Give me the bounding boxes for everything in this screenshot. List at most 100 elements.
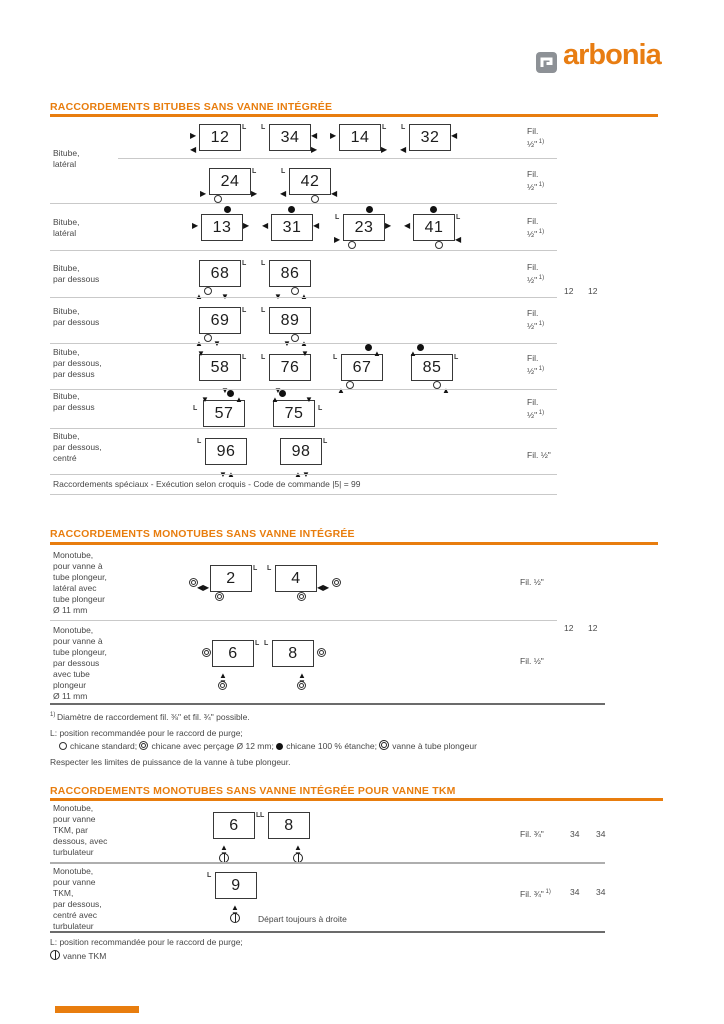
footnote-text: Raccordements spéciaux - Exécution selon… xyxy=(53,479,361,489)
row-label: Bitube, par dessous, par dessus xyxy=(53,347,102,379)
diagram-box: 9 xyxy=(215,872,257,899)
footnote-ref: 1) xyxy=(50,712,58,718)
footnote-text: Départ toujours à droite xyxy=(258,914,347,924)
purge-position-label xyxy=(197,431,201,447)
diagram-box: 42 xyxy=(289,168,331,195)
arrow-up-icon xyxy=(373,344,381,360)
diagram-box: 98 xyxy=(280,438,322,465)
row-label: Monotube, pour vanne à tube plongeur, pa… xyxy=(53,625,107,701)
purge-position-label xyxy=(456,207,460,223)
purge-position-label xyxy=(261,300,265,316)
purge-position-label xyxy=(323,431,327,447)
radiator-diagram: 34 xyxy=(257,116,347,178)
open-circle-icon xyxy=(291,287,299,295)
fil-size-label: Fil. ½" xyxy=(520,577,544,587)
open-circle-icon xyxy=(311,195,319,203)
fil-size-label: Fil. ½" 1) xyxy=(527,262,545,285)
arrow-left-icon xyxy=(190,140,196,156)
arrow-left-icon xyxy=(451,126,457,142)
row-divider xyxy=(50,474,557,475)
footnote-ref: 1) xyxy=(537,320,545,327)
diagram-box: 68 xyxy=(199,260,241,287)
arrow-right-icon xyxy=(323,578,329,594)
row-label: Monotube, pour vanne TKM, par dessous, c… xyxy=(53,866,102,931)
section-title: RACCORDEMENTS MONOTUBES SANS VANNE INTÉG… xyxy=(50,528,355,540)
purge-position-label xyxy=(281,161,285,177)
arrow-left-icon xyxy=(280,184,286,200)
diagram-box: 31 xyxy=(271,214,313,241)
row-divider xyxy=(50,703,605,705)
footnote-text: Respecter les limites de puissance de la… xyxy=(50,757,291,767)
radiator-diagram: 14 xyxy=(327,116,417,178)
section-underline xyxy=(50,542,658,545)
fil-size-label: Fil. ¾" 1) xyxy=(520,889,551,899)
diagram-box: 8 xyxy=(272,640,314,667)
row-label: Bitube, par dessous, centré xyxy=(53,431,102,463)
filled-circle-icon xyxy=(430,206,437,213)
row-divider xyxy=(50,620,557,621)
footnote-text: 1) Diamètre de raccordement fil. ⅜" et f… xyxy=(50,712,250,722)
open-circle-icon xyxy=(214,195,222,203)
arrow-right-icon xyxy=(330,126,336,142)
radiator-diagram: 2 xyxy=(189,557,288,619)
fil-size-label: Fil. ½" 1) xyxy=(527,216,545,239)
radiator-diagram: 24 xyxy=(197,160,287,222)
open-circle-icon xyxy=(348,241,356,249)
radiator-diagram: 76 xyxy=(257,346,347,408)
diagram-box: 8 xyxy=(268,812,310,839)
fil-size-label: Fil. ½" 1) xyxy=(527,169,545,192)
footnote-ref: 1) xyxy=(537,409,545,416)
radiator-diagram: 8 xyxy=(260,632,350,694)
arrow-left-icon xyxy=(400,140,406,156)
footnote-ref: 1) xyxy=(537,181,545,188)
arrow-down-icon xyxy=(197,344,205,360)
footnote-ref: 1) xyxy=(537,228,545,235)
radiator-diagram: 41 xyxy=(401,206,491,268)
footnote-text: L: position recommandée pour le raccord … xyxy=(50,728,243,738)
radiator-diagram: 86 xyxy=(257,252,347,314)
tkm-valve-icon xyxy=(230,913,240,923)
diagram-box: 75 xyxy=(273,400,315,427)
row-label: Bitube, latéral xyxy=(53,148,80,169)
double-circle-icon xyxy=(297,592,306,601)
filled-circle-icon xyxy=(227,390,234,397)
open-circle-icon xyxy=(433,381,441,389)
fil-size-label: Fil. ½" 1) xyxy=(527,397,545,420)
radiator-diagram: 23 xyxy=(331,206,421,268)
purge-position-label xyxy=(318,398,322,414)
open-circle-icon xyxy=(435,241,443,249)
page-ref: 12 xyxy=(588,286,598,296)
page-ref: 34 xyxy=(596,829,606,839)
double-circle-icon xyxy=(139,741,149,750)
arrow-down-icon xyxy=(201,390,209,406)
purge-position-label xyxy=(261,347,265,363)
arrow-right-icon xyxy=(385,216,391,232)
page-ref: 34 xyxy=(596,887,606,897)
row-divider xyxy=(50,203,557,204)
radiator-diagram: 75 xyxy=(261,390,351,454)
arrow-left-icon xyxy=(455,230,461,246)
arrow-left-icon xyxy=(331,184,337,200)
radiator-diagram: 4 xyxy=(263,557,353,619)
legend-text: chicane 100 % étanche; xyxy=(286,741,380,751)
diagram-box: 32 xyxy=(409,124,451,151)
page-ref: 34 xyxy=(570,829,580,839)
fil-size-label: Fil. ½" 1) xyxy=(527,353,545,376)
section-title: RACCORDEMENTS BITUBES SANS VANNE INTÉGRÉ… xyxy=(50,101,333,113)
arrow-left-icon xyxy=(404,216,410,232)
diagram-box: 96 xyxy=(205,438,247,465)
logo-wordmark: arbonia xyxy=(563,39,662,71)
radiator-diagram: 58 xyxy=(187,346,277,408)
radiator-diagram: 12 xyxy=(187,116,277,178)
purge-position-label xyxy=(264,633,268,649)
row-label: Monotube, pour vanne TKM, par dessous, a… xyxy=(53,803,108,857)
diagram-box: 12 xyxy=(199,124,241,151)
radiator-diagram: 67 xyxy=(329,344,419,408)
legend-text: vanne à tube plongeur xyxy=(392,741,477,751)
radiator-diagram: 96 xyxy=(193,430,283,492)
arrow-right-icon xyxy=(311,140,317,156)
footnote-ref: 1) xyxy=(543,889,551,895)
arrow-left-icon xyxy=(313,216,319,232)
radiator-diagram: 57 xyxy=(191,390,281,454)
